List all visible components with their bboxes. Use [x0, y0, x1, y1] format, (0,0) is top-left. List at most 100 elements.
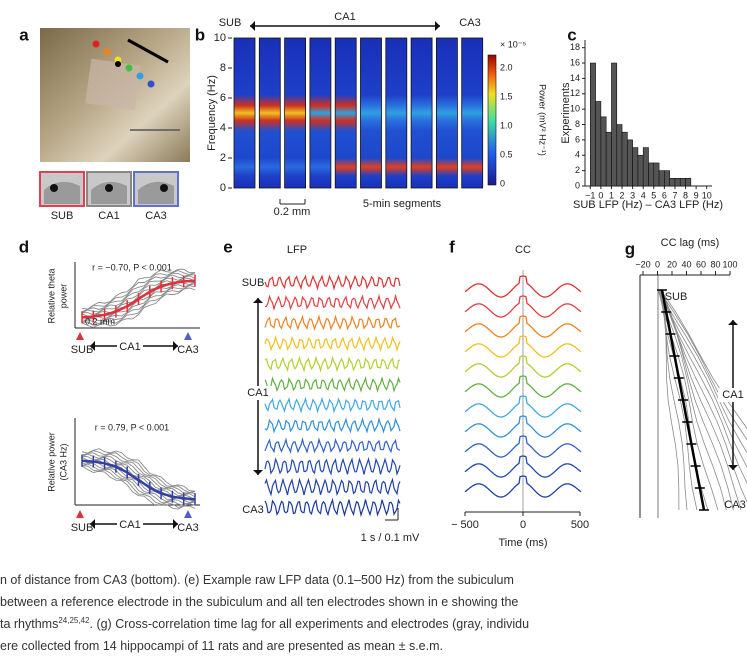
label: 8 — [220, 62, 226, 74]
caption-line: ta rhythms24,25,42. (g) Cross-correlatio… — [0, 616, 529, 631]
electrode — [160, 184, 168, 192]
trace — [660, 289, 747, 484]
label: 60 — [696, 259, 706, 269]
label: CA1 — [247, 387, 268, 399]
x-tick-label: 9 — [694, 190, 699, 200]
label: 10 — [214, 32, 226, 44]
label-bg — [117, 518, 143, 531]
bar — [658, 170, 665, 187]
trace — [264, 355, 401, 373]
x-tick-label: 3 — [630, 190, 635, 200]
label: SUB — [71, 522, 94, 534]
y-tick-label: 16 — [570, 57, 580, 67]
spectrogram — [309, 37, 332, 189]
label: 0 — [655, 259, 660, 269]
thumbnail-shape — [91, 181, 127, 204]
label: 20 — [667, 259, 677, 269]
label: 0.2 mm — [274, 206, 311, 218]
x-tick-label: −1 — [585, 190, 595, 200]
tissue — [85, 58, 141, 111]
trace — [264, 396, 401, 414]
bar — [653, 162, 660, 187]
label: SUB — [71, 344, 94, 356]
panel-letter: a — [19, 25, 29, 44]
bar — [637, 154, 644, 187]
label: power — [58, 284, 68, 309]
bar — [611, 62, 618, 187]
arrow-head — [173, 341, 178, 351]
label: CA1 — [98, 210, 119, 222]
trace — [264, 416, 401, 434]
x-tick-label: 7 — [672, 190, 677, 200]
panel-letter: e — [223, 237, 232, 256]
label: 0.5 — [500, 149, 513, 159]
trace — [81, 463, 196, 507]
label-bg — [718, 388, 747, 402]
trace — [464, 275, 582, 298]
label: 2 — [220, 152, 226, 164]
label: 0 — [500, 178, 505, 188]
spectrogram — [461, 37, 484, 189]
trace — [464, 395, 582, 418]
trace — [264, 497, 401, 518]
electrode — [125, 64, 133, 72]
y-tick-label: 12 — [570, 88, 580, 98]
label: CA1 — [119, 341, 140, 353]
label: −20 — [635, 259, 650, 269]
trace — [264, 375, 401, 394]
x-tick-label: 8 — [683, 190, 688, 200]
bar — [674, 178, 681, 187]
bar — [648, 162, 655, 187]
bar — [621, 131, 628, 187]
bar — [642, 147, 649, 187]
trace — [81, 285, 196, 326]
caption-line: ere collected from 14 hippocampi of 11 r… — [0, 639, 443, 653]
label: CC lag (ms) — [661, 237, 720, 249]
label: 100 — [722, 259, 737, 269]
spectrogram — [334, 37, 357, 189]
trace — [81, 287, 196, 328]
trace — [81, 453, 196, 496]
caption-sup: 24,25,42 — [58, 616, 90, 625]
label: 40 — [681, 259, 691, 269]
label: (CA3 Hz) — [58, 443, 68, 480]
label: − 500 — [451, 519, 479, 531]
label: SUB — [665, 291, 688, 303]
panel-letter: g — [625, 239, 635, 258]
panel-letter: c — [567, 25, 576, 44]
trace — [81, 465, 196, 508]
bar — [616, 124, 623, 187]
bar — [664, 170, 670, 187]
label: Time (ms) — [498, 537, 547, 549]
electrode — [115, 61, 121, 67]
spectrogram — [410, 37, 433, 189]
y-axis-label: Experiments — [560, 82, 572, 144]
trace — [81, 452, 196, 494]
caption-line: n of distance from CA3 (bottom). (e) Exa… — [0, 573, 514, 587]
label: SUB — [219, 17, 242, 29]
x-tick-label: 1 — [609, 190, 614, 200]
trace — [464, 295, 582, 318]
label: 0.2 mm — [85, 316, 115, 326]
label: CA3 — [177, 522, 198, 534]
mean-trace — [81, 459, 196, 501]
trace — [659, 289, 734, 511]
label: SUB — [51, 210, 74, 222]
arrow-head — [253, 298, 263, 303]
trace — [264, 335, 401, 353]
spectrogram — [233, 37, 256, 189]
label: × 10⁻⁵ — [500, 39, 527, 49]
x-tick-label: 4 — [641, 190, 646, 200]
line — [127, 38, 169, 64]
trace — [657, 289, 727, 511]
x-tick-label: 10 — [702, 190, 712, 200]
label: r = 0.79, P < 0.001 — [95, 422, 169, 432]
spectrogram — [435, 37, 458, 189]
y-tick-label: 0 — [575, 180, 580, 190]
trace — [81, 448, 196, 492]
label: r = −0.70, P < 0.001 — [92, 262, 172, 272]
trace — [464, 335, 582, 358]
panel-letter: d — [19, 237, 29, 256]
bar — [605, 131, 612, 187]
label-bg — [117, 340, 143, 353]
